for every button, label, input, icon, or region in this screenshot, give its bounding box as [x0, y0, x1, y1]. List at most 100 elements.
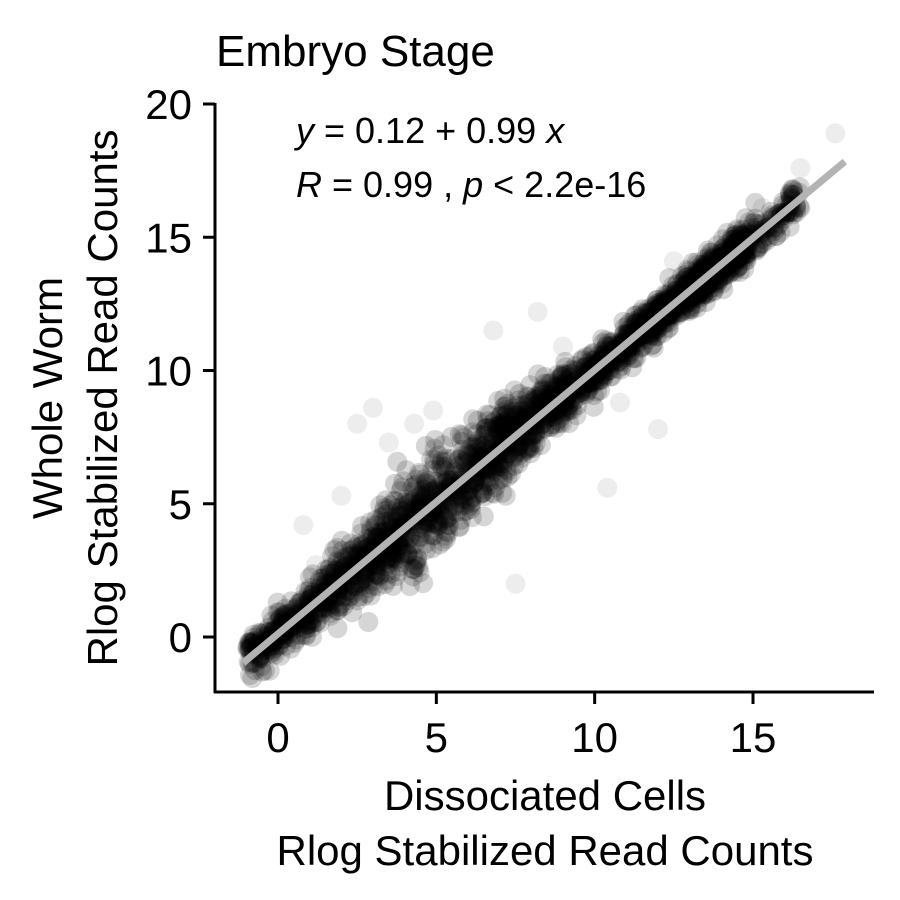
scatter-point — [495, 414, 515, 435]
scatter-point — [316, 559, 337, 580]
scatter-point — [398, 493, 419, 513]
scatter-point — [275, 598, 296, 619]
stats-p-value: < 2.2e-16 — [483, 164, 646, 205]
scatter-point — [638, 299, 659, 319]
chart-title: Embryo Stage — [216, 27, 495, 76]
scatter-point — [342, 539, 363, 560]
scatter-point — [328, 596, 349, 617]
scatter-point — [497, 460, 518, 481]
scatter-point — [701, 247, 722, 268]
scatter-point — [267, 592, 288, 613]
scatter-point — [343, 583, 364, 603]
scatter-point — [360, 512, 381, 533]
scatter-point — [505, 411, 526, 432]
scatter-point — [723, 229, 744, 250]
scatter-point — [508, 453, 529, 474]
scatter-point — [566, 405, 587, 426]
scatter-point — [366, 564, 387, 585]
scatter-point — [576, 346, 597, 367]
scatter-point — [366, 565, 387, 585]
scatter-point — [637, 302, 658, 323]
scatter-point — [396, 460, 417, 481]
scatter-point — [402, 558, 423, 579]
scatter-point — [555, 357, 576, 378]
scatter-point — [301, 613, 322, 634]
scatter-point — [698, 283, 719, 304]
scatter-point — [766, 226, 787, 246]
scatter-point — [293, 515, 314, 536]
scatter-point — [240, 665, 260, 685]
scatter-point — [558, 397, 579, 418]
scatter-point — [554, 401, 575, 422]
scatter-point — [713, 279, 734, 300]
scatter-point — [552, 367, 573, 387]
scatter-point — [434, 456, 455, 477]
scatter-point — [491, 413, 512, 433]
scatter-point — [418, 513, 439, 534]
scatter-point — [616, 347, 637, 368]
scatter-point — [704, 245, 724, 265]
scatter-point — [475, 418, 496, 439]
scatter-point — [380, 563, 401, 584]
scatter-point — [350, 572, 371, 592]
scatter-point — [488, 415, 509, 436]
scatter-point — [321, 563, 342, 584]
scatter-point — [302, 564, 323, 585]
scatter-point — [470, 435, 491, 455]
scatter-point — [507, 395, 528, 416]
scatter-point — [385, 473, 405, 494]
scatter-point — [441, 426, 462, 447]
scatter-point — [327, 618, 348, 639]
scatter-point — [679, 298, 700, 318]
scatter-point — [538, 383, 559, 404]
scatter-point — [492, 450, 513, 471]
scatter-point — [404, 488, 425, 509]
scatter-point — [596, 330, 617, 351]
scatter-point — [526, 389, 547, 410]
scatter-point — [637, 329, 658, 350]
scatter-point — [681, 299, 702, 320]
scatter-point — [243, 627, 264, 648]
scatter-point — [717, 222, 738, 243]
scatter-point — [357, 528, 378, 549]
scatter-point — [434, 507, 455, 528]
scatter-point — [508, 445, 529, 466]
scatter-point — [420, 481, 441, 502]
scatter-point — [504, 455, 525, 476]
scatter-point — [296, 618, 317, 639]
scatter-point — [472, 482, 493, 503]
scatter-point — [553, 336, 573, 357]
scatter-point — [473, 475, 494, 496]
scatter-point — [673, 270, 694, 291]
scatter-point — [416, 520, 437, 541]
scatter-point — [466, 424, 487, 445]
scatter-point — [381, 510, 402, 531]
scatter-point — [375, 490, 396, 511]
scatter-point — [677, 266, 698, 287]
scatter-point — [518, 393, 539, 414]
scatter-point — [355, 571, 376, 592]
scatter-point — [416, 474, 437, 495]
scatter-point — [703, 281, 724, 302]
scatter-point — [497, 417, 518, 438]
scatter-point — [496, 399, 517, 420]
scatter-point — [366, 555, 387, 576]
scatter-point — [520, 443, 541, 464]
scatter-point — [722, 226, 743, 247]
scatter-point — [688, 254, 708, 275]
scatter-point — [550, 407, 571, 428]
scatter-point — [686, 293, 707, 314]
scatter-point — [394, 492, 415, 513]
scatter-point — [642, 334, 663, 355]
scatter-point — [403, 491, 424, 512]
scatter-point — [676, 300, 696, 320]
scatter-point — [422, 538, 443, 559]
scatter-point — [720, 262, 741, 283]
scatter-point — [479, 418, 500, 439]
scatter-point — [488, 418, 509, 439]
scatter-point — [693, 284, 714, 304]
scatter-point — [610, 392, 630, 413]
scatter-point — [449, 516, 470, 537]
scatter-point — [400, 527, 421, 547]
scatter-point — [352, 516, 373, 536]
